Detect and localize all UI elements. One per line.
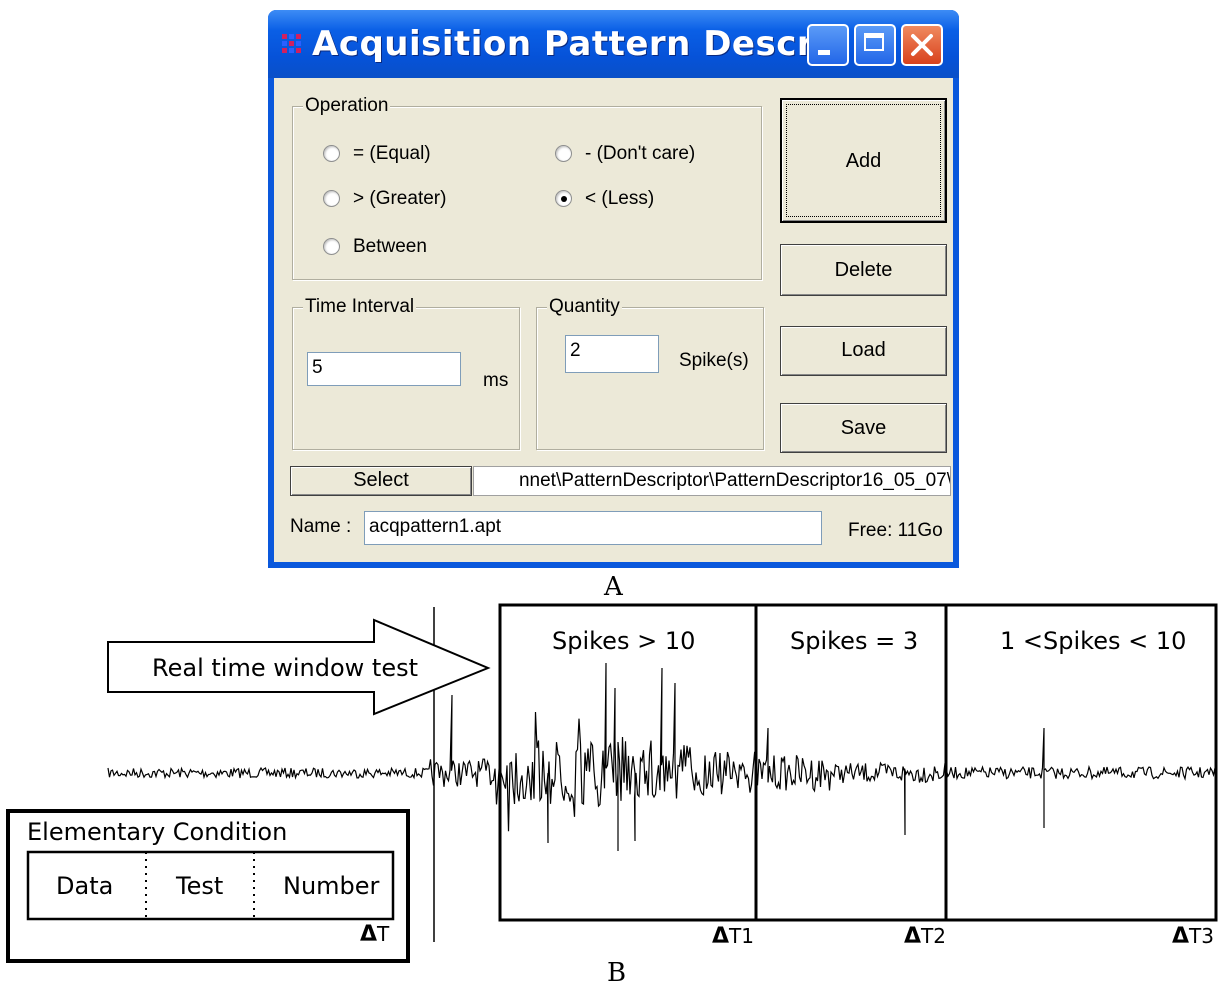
delta-symbol-2: Δ — [904, 924, 922, 949]
load-button[interactable]: Load — [780, 326, 947, 376]
save-button[interactable]: Save — [780, 403, 947, 453]
radio-greater-circle[interactable] — [323, 190, 340, 207]
quantity-input[interactable]: 2 — [565, 335, 659, 373]
real-time-arrow — [107, 618, 491, 716]
dialog-client-area: Operation = (Equal) - (Don't care) > (Gr… — [274, 78, 953, 562]
operation-legend: Operation — [303, 95, 391, 117]
add-button-label: Add — [845, 150, 882, 172]
delta-t1-label: ΔT1 — [712, 924, 754, 949]
name-input[interactable]: acqpattern1.apt — [364, 511, 822, 545]
quantity-unit: Spike(s) — [679, 350, 749, 371]
path-text: nnet\PatternDescriptor\PatternDescriptor… — [518, 470, 951, 491]
radio-dont-care-circle[interactable] — [555, 145, 572, 162]
condition-field-number: Number — [283, 872, 380, 900]
select-button-label: Select — [353, 469, 409, 491]
operation-group: Operation = (Equal) - (Don't care) > (Gr… — [292, 95, 762, 280]
radio-between-label: Between — [353, 236, 427, 257]
radio-less-label: < (Less) — [585, 188, 655, 209]
radio-greater-label: > (Greater) — [353, 188, 447, 209]
name-label: Name : — [290, 516, 352, 537]
quantity-legend: Quantity — [547, 296, 622, 318]
add-button-focus — [786, 104, 941, 217]
add-button[interactable]: Add — [780, 98, 947, 223]
condition-fields-box — [26, 850, 395, 921]
radio-dont-care-label: - (Don't care) — [585, 143, 696, 164]
condition-title: Elementary Condition — [27, 818, 288, 846]
radio-equal-label: = (Equal) — [353, 143, 431, 164]
delta-t2-label: ΔT2 — [904, 924, 946, 949]
delta-t3-label: ΔT3 — [1172, 924, 1214, 949]
delete-button[interactable]: Delete — [780, 244, 947, 296]
time-interval-unit: ms — [483, 370, 509, 391]
delta-t1-text: T1 — [729, 924, 754, 948]
close-icon — [911, 34, 933, 56]
time-interval-group: Time Interval 5 ms — [292, 296, 520, 450]
window-title: Acquisition Pattern Descr... — [312, 24, 850, 64]
time-interval-input[interactable]: 5 — [307, 352, 461, 386]
delta-t-text: T — [377, 922, 390, 946]
caption-a: A — [604, 572, 623, 602]
radio-equal-circle[interactable] — [323, 145, 340, 162]
delete-button-label: Delete — [834, 259, 893, 281]
quantity-group: Quantity 2 Spike(s) — [536, 296, 764, 450]
delta-t-label: ΔT — [360, 922, 389, 947]
arrow-label: Real time window test — [152, 654, 418, 682]
delta-t2-text: T2 — [921, 924, 946, 948]
time-interval-legend: Time Interval — [303, 296, 417, 318]
elementary-condition-box — [6, 809, 410, 963]
window-label-2: Spikes = 3 — [790, 627, 919, 655]
maximize-button[interactable] — [854, 24, 896, 66]
grid-app-icon — [280, 32, 306, 56]
delta-symbol: Δ — [360, 922, 378, 947]
signal-trace — [107, 662, 1216, 851]
window-label-1: Spikes > 10 — [552, 627, 696, 655]
close-button[interactable] — [901, 24, 943, 66]
acquisition-pattern-window: Acquisition Pattern Descr... Operation =… — [268, 10, 959, 568]
condition-field-data: Data — [56, 872, 114, 900]
condition-field-test: Test — [176, 872, 224, 900]
radio-between-circle[interactable] — [323, 238, 340, 255]
load-button-label: Load — [841, 339, 886, 361]
select-button[interactable]: Select — [290, 466, 472, 496]
delta-t3-text: T3 — [1189, 924, 1214, 948]
delta-symbol-1: Δ — [712, 924, 730, 949]
caption-b: B — [607, 958, 627, 988]
path-field[interactable]: nnet\PatternDescriptor\PatternDescriptor… — [473, 466, 951, 496]
radio-less-circle[interactable] — [555, 190, 572, 207]
delta-symbol-3: Δ — [1172, 924, 1190, 949]
title-bar[interactable]: Acquisition Pattern Descr... — [268, 10, 959, 78]
window-box-3 — [944, 603, 1218, 922]
free-space-text: Free: 11Go — [848, 520, 943, 541]
save-button-label: Save — [840, 417, 887, 439]
minimize-button[interactable] — [807, 24, 849, 66]
window-label-3: 1 <Spikes < 10 — [1000, 627, 1187, 655]
